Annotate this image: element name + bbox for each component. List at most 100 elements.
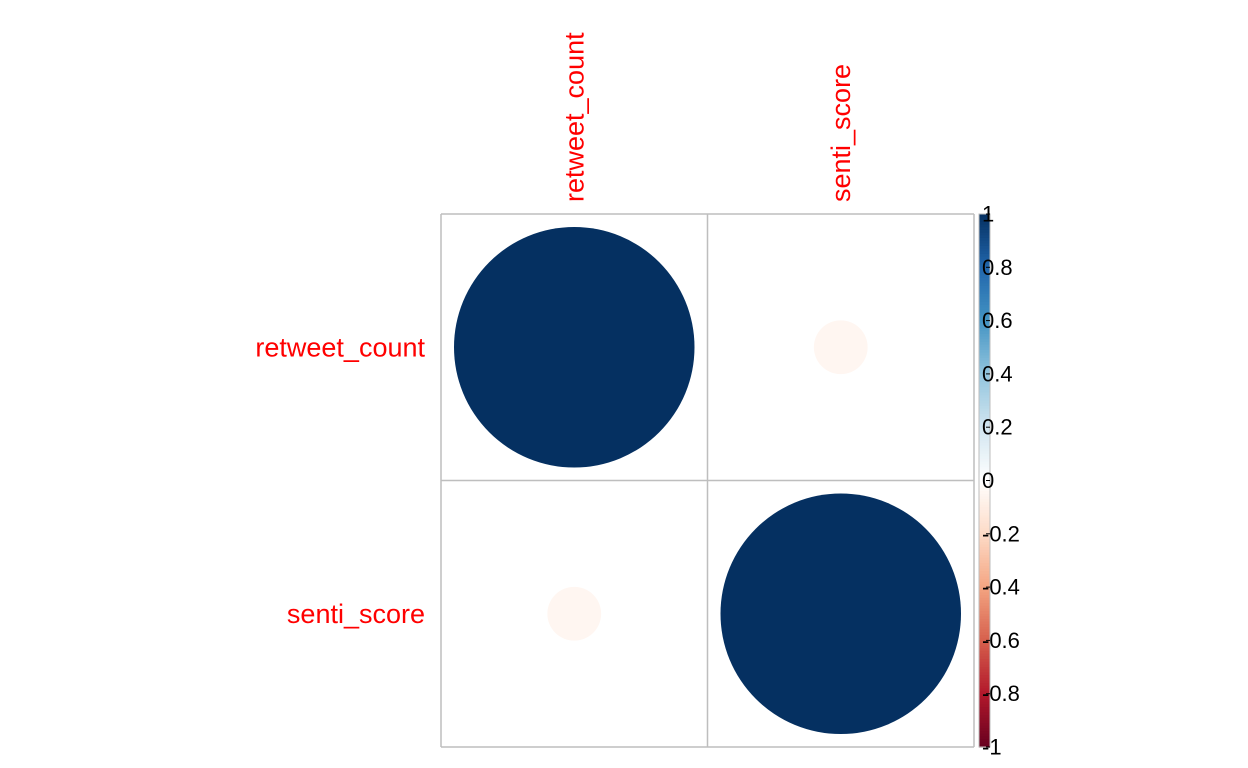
colorbar-segment bbox=[979, 456, 990, 460]
colorbar-segment bbox=[979, 659, 990, 663]
colorbar-segment bbox=[979, 235, 990, 239]
colorbar-segment bbox=[979, 325, 990, 330]
colorbar-segment bbox=[979, 557, 990, 562]
colorbar-segment bbox=[979, 680, 990, 684]
colorbar-segment bbox=[979, 309, 990, 314]
colorbar-segment bbox=[979, 432, 990, 436]
colorbar-segment bbox=[979, 685, 990, 689]
grid-lines bbox=[440, 213, 975, 748]
colorbar-segment bbox=[979, 365, 990, 370]
colorbar-segment bbox=[979, 328, 990, 332]
colorbar-segment bbox=[979, 371, 990, 375]
colorbar-segment bbox=[979, 707, 990, 711]
colorbar-segment bbox=[979, 275, 990, 279]
colorbar-segment bbox=[979, 560, 990, 564]
colorbar-segment bbox=[979, 661, 990, 665]
row-label-senti_score: senti_score bbox=[287, 599, 425, 629]
colorbar-segment bbox=[979, 397, 990, 402]
colorbar-segment bbox=[979, 635, 990, 639]
colorbar-segment bbox=[979, 368, 990, 372]
colorbar-segment bbox=[979, 304, 990, 308]
colorbar-segment bbox=[979, 621, 990, 626]
colorbar-segment bbox=[979, 477, 990, 482]
colorbar-segment bbox=[979, 272, 990, 276]
colorbar-segment bbox=[979, 267, 990, 271]
colorbar-segment bbox=[979, 408, 990, 412]
colorbar-segment bbox=[979, 301, 990, 306]
colorbar-segment bbox=[979, 613, 990, 618]
colorbar-segment bbox=[979, 427, 990, 431]
colorbar-segment bbox=[979, 248, 990, 252]
colorbar-segment bbox=[979, 288, 990, 292]
colorbar-segment bbox=[979, 461, 990, 466]
colorbar-segment bbox=[979, 677, 990, 681]
color-legend: 1 0.8 0.6 0.4 0.2 0 -0.2 -0.4 -0.6 -0.8 -1 bbox=[978, 202, 1020, 760]
colorbar-segment bbox=[979, 459, 990, 463]
colorbar-segment bbox=[979, 493, 990, 498]
colorbar-segment bbox=[979, 472, 990, 476]
colorbar-segment bbox=[979, 320, 990, 324]
colorbar-segment bbox=[979, 637, 990, 641]
column-label-retweet_count: retweet_count bbox=[559, 32, 589, 202]
colorbar-segment bbox=[979, 704, 990, 708]
colorbar-segment bbox=[979, 688, 990, 692]
colorbar-segment bbox=[979, 296, 990, 300]
colorbar-segment bbox=[979, 395, 990, 399]
colorbar-segment bbox=[979, 611, 990, 615]
colorbar-segment bbox=[979, 664, 990, 668]
colorbar-segment bbox=[979, 597, 990, 602]
colorbar-segment bbox=[979, 696, 990, 700]
colorbar-segment bbox=[979, 507, 990, 511]
colorbar-segment bbox=[979, 467, 990, 471]
colorbar-segment bbox=[979, 656, 990, 660]
colorbar-segment bbox=[979, 584, 990, 588]
colorbar-segment bbox=[979, 725, 990, 729]
colorbar-segment bbox=[979, 624, 990, 628]
colorbar-segment bbox=[979, 544, 990, 548]
colorbar-segment bbox=[979, 576, 990, 580]
colorbar-segment bbox=[979, 360, 990, 364]
colorbar-segment bbox=[979, 339, 990, 343]
colorbar-segment bbox=[979, 264, 990, 268]
colorbar-segment bbox=[979, 603, 990, 607]
colorbar-segment bbox=[979, 733, 990, 737]
colorbar-segment bbox=[979, 293, 990, 298]
colorbar-segment bbox=[979, 419, 990, 423]
colorbar-segment bbox=[979, 608, 990, 612]
colorbar-segment bbox=[979, 363, 990, 367]
corr-circle-retweet_count-senti_score bbox=[813, 320, 868, 375]
colorbar-tick-label: 0 bbox=[982, 468, 994, 493]
colorbar-segment bbox=[979, 509, 990, 514]
colorbar-segment bbox=[979, 392, 990, 396]
colorbar-segment bbox=[979, 488, 990, 492]
colorbar-segment bbox=[979, 571, 990, 575]
colorbar-segment bbox=[979, 445, 990, 450]
colorbar-segment bbox=[979, 739, 990, 743]
colorbar-segment bbox=[979, 214, 990, 218]
colorbar-segment bbox=[979, 413, 990, 418]
colorbar-segment bbox=[979, 717, 990, 721]
colorbar-segment bbox=[979, 323, 990, 327]
corr-circle-retweet_count-retweet_count bbox=[454, 227, 695, 468]
colorbar-tick-label: 0.2 bbox=[982, 415, 1013, 440]
colorbar-segment bbox=[979, 403, 990, 407]
colorbar-segment bbox=[979, 629, 990, 634]
colorbar-segment bbox=[979, 435, 990, 439]
colorbar-segment bbox=[979, 531, 990, 535]
colorbar-segment bbox=[979, 421, 990, 426]
colorbar-segment bbox=[979, 291, 990, 295]
correlation-cells bbox=[454, 227, 961, 734]
column-label-senti_score: senti_score bbox=[826, 64, 856, 202]
colorbar-tick-label: 0.6 bbox=[982, 308, 1013, 333]
colorbar-tick-label: -0.2 bbox=[982, 521, 1020, 546]
colorbar-segment bbox=[979, 541, 990, 546]
colorbar-segment bbox=[979, 563, 990, 567]
colorbar-segment bbox=[979, 261, 990, 266]
colorbar-segment bbox=[979, 699, 990, 703]
colorbar-segment bbox=[979, 589, 990, 594]
colorbar-segment bbox=[979, 307, 990, 311]
colorbar-segment bbox=[979, 499, 990, 503]
colorbar-segment bbox=[979, 691, 990, 695]
colorbar-segment bbox=[979, 331, 990, 335]
colorbar-segment bbox=[979, 219, 990, 223]
